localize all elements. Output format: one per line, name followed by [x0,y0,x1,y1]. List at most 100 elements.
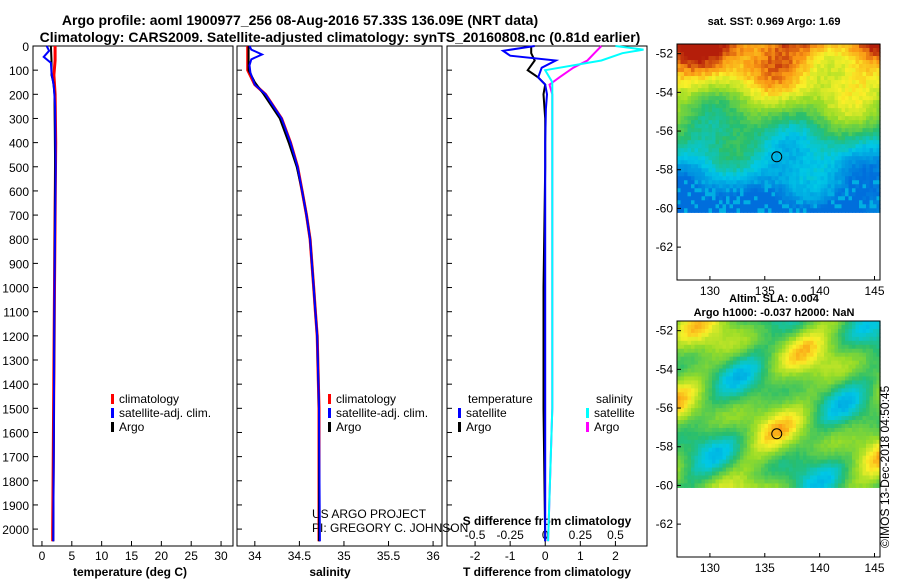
map-cell [834,88,839,93]
map-cell [792,48,797,53]
map-cell [750,96,755,101]
map-cell [831,180,836,185]
map-cell [750,356,755,362]
map-cell [785,180,790,185]
map-cell [712,364,717,370]
map-cell [796,364,801,370]
map-cell [743,64,748,69]
map-cell [834,156,839,161]
map-cell [705,188,710,193]
map-cell [775,455,780,461]
map-cell [754,483,759,488]
map-cell [831,459,836,465]
map-cell [712,148,717,153]
map-cell [712,120,717,125]
temp-legend-clim: climatology [119,392,179,406]
map-cell [859,459,864,465]
map-cell [827,336,832,342]
map-cell [841,455,846,461]
map-cell [757,92,762,97]
diff-legend-t-satellite: satellite [466,406,507,420]
map-cell [862,479,867,484]
map-cell [866,352,871,358]
map-cell [687,164,692,169]
map-cell [712,84,717,89]
map-cell [705,392,710,397]
map-cell [750,136,755,141]
map-cell [694,364,699,370]
map-cell [778,451,783,457]
map-cell [799,72,804,77]
map-cell [810,408,815,413]
map-cell [778,68,783,73]
map-cell [806,463,811,469]
map-cell [754,431,759,437]
map-cell [820,56,825,61]
depth-tick-label: 1800 [2,475,29,489]
map-cell [876,136,881,141]
map-cell [862,184,867,189]
map-cell [848,172,853,177]
map-cell [754,152,759,157]
map-cell [820,348,825,354]
map-cell [754,447,759,453]
map-cell [876,184,881,189]
map-cell [743,360,748,366]
map-cell [750,328,755,334]
map-cell [733,431,738,437]
map-y-tick-label: -56 [656,124,674,138]
map-cell [785,344,790,350]
map-cell [841,108,846,113]
map-cell [726,336,731,342]
map-cell [817,200,822,205]
map-cell [736,360,741,366]
map-cell [841,128,846,133]
map-cell [726,404,731,409]
map-cell [845,192,850,197]
map-cell [778,336,783,342]
map-cell [701,196,706,201]
map-cell [757,404,762,409]
map-cell [768,64,773,69]
map-cell [866,416,871,421]
map-cell [722,328,727,334]
map-cell [740,467,745,473]
map-cell [715,200,720,205]
map-cell [782,188,787,193]
map-cell [747,443,752,449]
map-cell [813,321,818,326]
map-cell [855,380,860,385]
map-cell [820,380,825,385]
map-cell [722,100,727,105]
map-cell [799,208,804,213]
x-tick-label: 35 [337,549,351,563]
map-cell [782,483,787,488]
map-cell [792,328,797,334]
map-cell [715,92,720,97]
map-cell [785,427,790,433]
map-cell [691,148,696,153]
map-cell [743,463,748,469]
map-cell [708,180,713,185]
map-cell [866,332,871,338]
map-cell [684,360,689,366]
map-cell [712,408,717,413]
sal-legend-swatch-sat [328,408,331,418]
map-cell [845,196,850,201]
map-cell [838,192,843,197]
map-cell [799,384,804,389]
map-cell [813,328,818,334]
map-cell [855,200,860,205]
map-cell [782,396,787,401]
map-cell [712,455,717,461]
map-cell [778,76,783,81]
map-cell [684,459,689,465]
map-cell [708,192,713,197]
map-cell [701,420,706,425]
map-cell [862,455,867,461]
map-cell [698,124,703,129]
map-cell [743,352,748,358]
map-cell [715,344,720,350]
map-cell [806,68,811,73]
map-cell [803,447,808,453]
